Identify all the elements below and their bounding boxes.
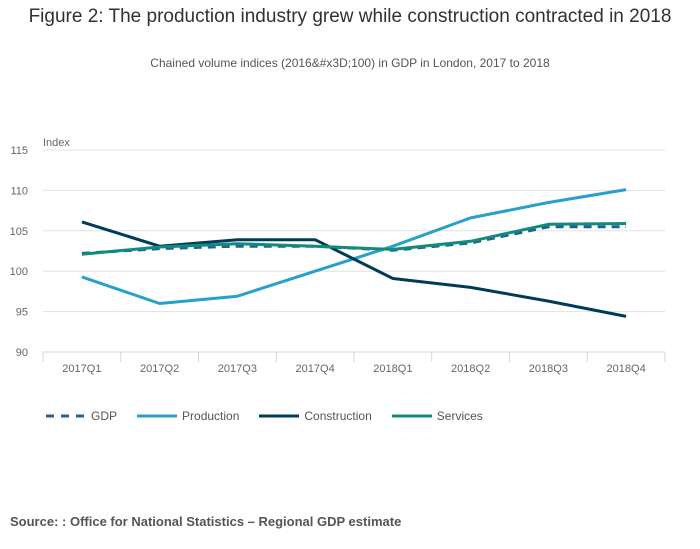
legend-label: Production xyxy=(182,409,240,423)
x-axis: 2017Q1 2017Q2 2017Q3 2017Q4 2018Q1 2018Q2 2018… xyxy=(42,351,666,375)
legend-swatch-construction xyxy=(259,414,300,418)
legend-swatch-production xyxy=(137,414,178,418)
legend: GDP Production Construction Services xyxy=(46,409,503,423)
legend-item-services[interactable]: Services xyxy=(391,409,483,423)
x-tick-label: 2018Q2 xyxy=(451,363,490,375)
y-tick-label: 90 xyxy=(16,347,28,359)
x-tick-label: 2018Q1 xyxy=(373,363,412,375)
source-note: Source: : Office for National Statistics… xyxy=(10,514,402,529)
legend-item-construction[interactable]: Construction xyxy=(259,409,372,423)
legend-item-gdp[interactable]: GDP xyxy=(46,409,117,423)
y-tick-label: 105 xyxy=(10,226,28,238)
series-line-services xyxy=(81,222,627,256)
y-axis-label: Index xyxy=(43,137,70,149)
y-tick-label: 110 xyxy=(10,185,28,197)
y-tick-label: 95 xyxy=(16,307,28,319)
series-lines xyxy=(81,188,627,318)
legend-swatch-services xyxy=(391,414,432,418)
x-tick-label: 2017Q3 xyxy=(218,363,257,375)
legend-swatch-gdp xyxy=(46,414,86,418)
x-tick-label: 2017Q4 xyxy=(296,363,335,375)
gridlines xyxy=(43,149,665,313)
y-tick-label: 100 xyxy=(10,266,28,278)
chart-title: Figure 2: The production industry grew w… xyxy=(28,6,672,27)
legend-label: GDP xyxy=(91,409,118,423)
x-tick-label: 2017Q2 xyxy=(140,363,179,375)
x-tick-label: 2018Q4 xyxy=(607,363,646,375)
y-axis-ticks: 90 95 100 105 110 115 xyxy=(10,145,28,359)
x-tick-label: 2018Q3 xyxy=(529,363,568,375)
y-tick-label: 115 xyxy=(10,145,28,157)
legend-label: Services xyxy=(436,409,483,423)
legend-item-production[interactable]: Production xyxy=(137,409,239,423)
legend-label: Construction xyxy=(304,409,372,423)
x-tick-label: 2017Q1 xyxy=(62,363,101,375)
chart-subtitle: Chained volume indices (2016&#x3D;100) i… xyxy=(150,56,550,70)
